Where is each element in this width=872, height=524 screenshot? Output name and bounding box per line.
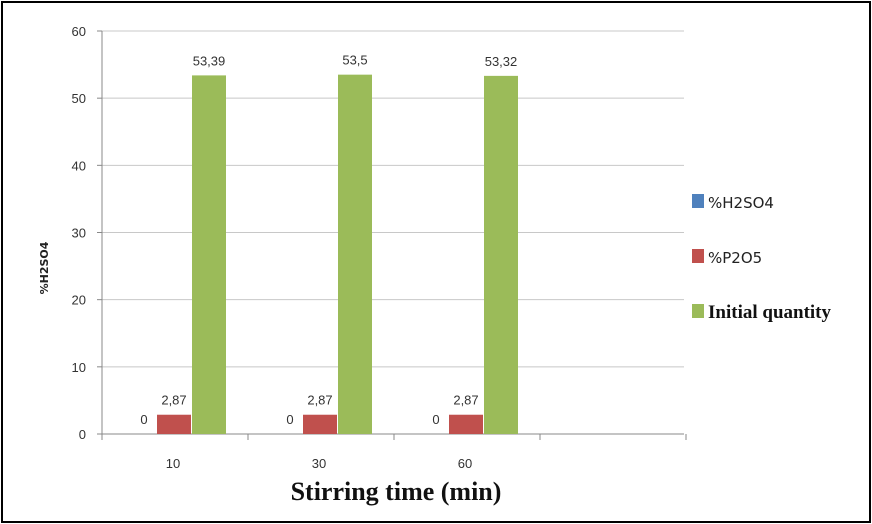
bar-initial-quantity bbox=[192, 75, 226, 435]
bar--p2o5 bbox=[157, 414, 191, 434]
y-tick-label: 10 bbox=[72, 360, 86, 375]
data-label: 2,87 bbox=[453, 393, 478, 408]
x-tick-label: 60 bbox=[458, 456, 472, 471]
y-tick-label: 50 bbox=[72, 91, 86, 106]
y-axis-title: %H2SO4 bbox=[38, 241, 51, 294]
data-label: 53,5 bbox=[342, 53, 367, 68]
data-label: 2,87 bbox=[161, 393, 186, 408]
bar-initial-quantity bbox=[484, 75, 518, 434]
bar--p2o5 bbox=[449, 414, 483, 434]
legend-label: %H2SO4 bbox=[708, 194, 774, 212]
x-tick-label: 10 bbox=[166, 456, 180, 471]
x-axis-title: Stirring time (min) bbox=[291, 477, 502, 506]
y-tick-label: 60 bbox=[72, 24, 86, 39]
bar-initial-quantity bbox=[338, 74, 372, 435]
label-layer: 0 0 0 2,87 2,87 2,87 53,39 53,5 53,32 bbox=[140, 53, 517, 427]
legend-swatch bbox=[692, 194, 704, 208]
legend-label: Initial quantity bbox=[708, 302, 832, 323]
y-tick-label: 30 bbox=[72, 226, 86, 241]
data-label: 0 bbox=[432, 412, 439, 427]
data-label: 0 bbox=[286, 412, 293, 427]
data-label: 0 bbox=[140, 412, 147, 427]
legend-label: %P2O5 bbox=[708, 249, 762, 267]
data-label: 53,32 bbox=[485, 54, 518, 69]
y-tick-label: 20 bbox=[72, 293, 86, 308]
y-tick-label: 0 bbox=[79, 427, 86, 442]
legend-swatch bbox=[692, 249, 704, 263]
legend: %H2SO4 %P2O5 Initial quantity bbox=[692, 194, 832, 323]
data-label: 53,39 bbox=[193, 53, 226, 68]
y-tick-label: 40 bbox=[72, 158, 86, 173]
bar--p2o5 bbox=[303, 414, 337, 434]
data-label: 2,87 bbox=[307, 393, 332, 408]
legend-swatch bbox=[692, 304, 704, 318]
bar-layer bbox=[157, 74, 518, 435]
x-tick-label: 30 bbox=[312, 456, 326, 471]
